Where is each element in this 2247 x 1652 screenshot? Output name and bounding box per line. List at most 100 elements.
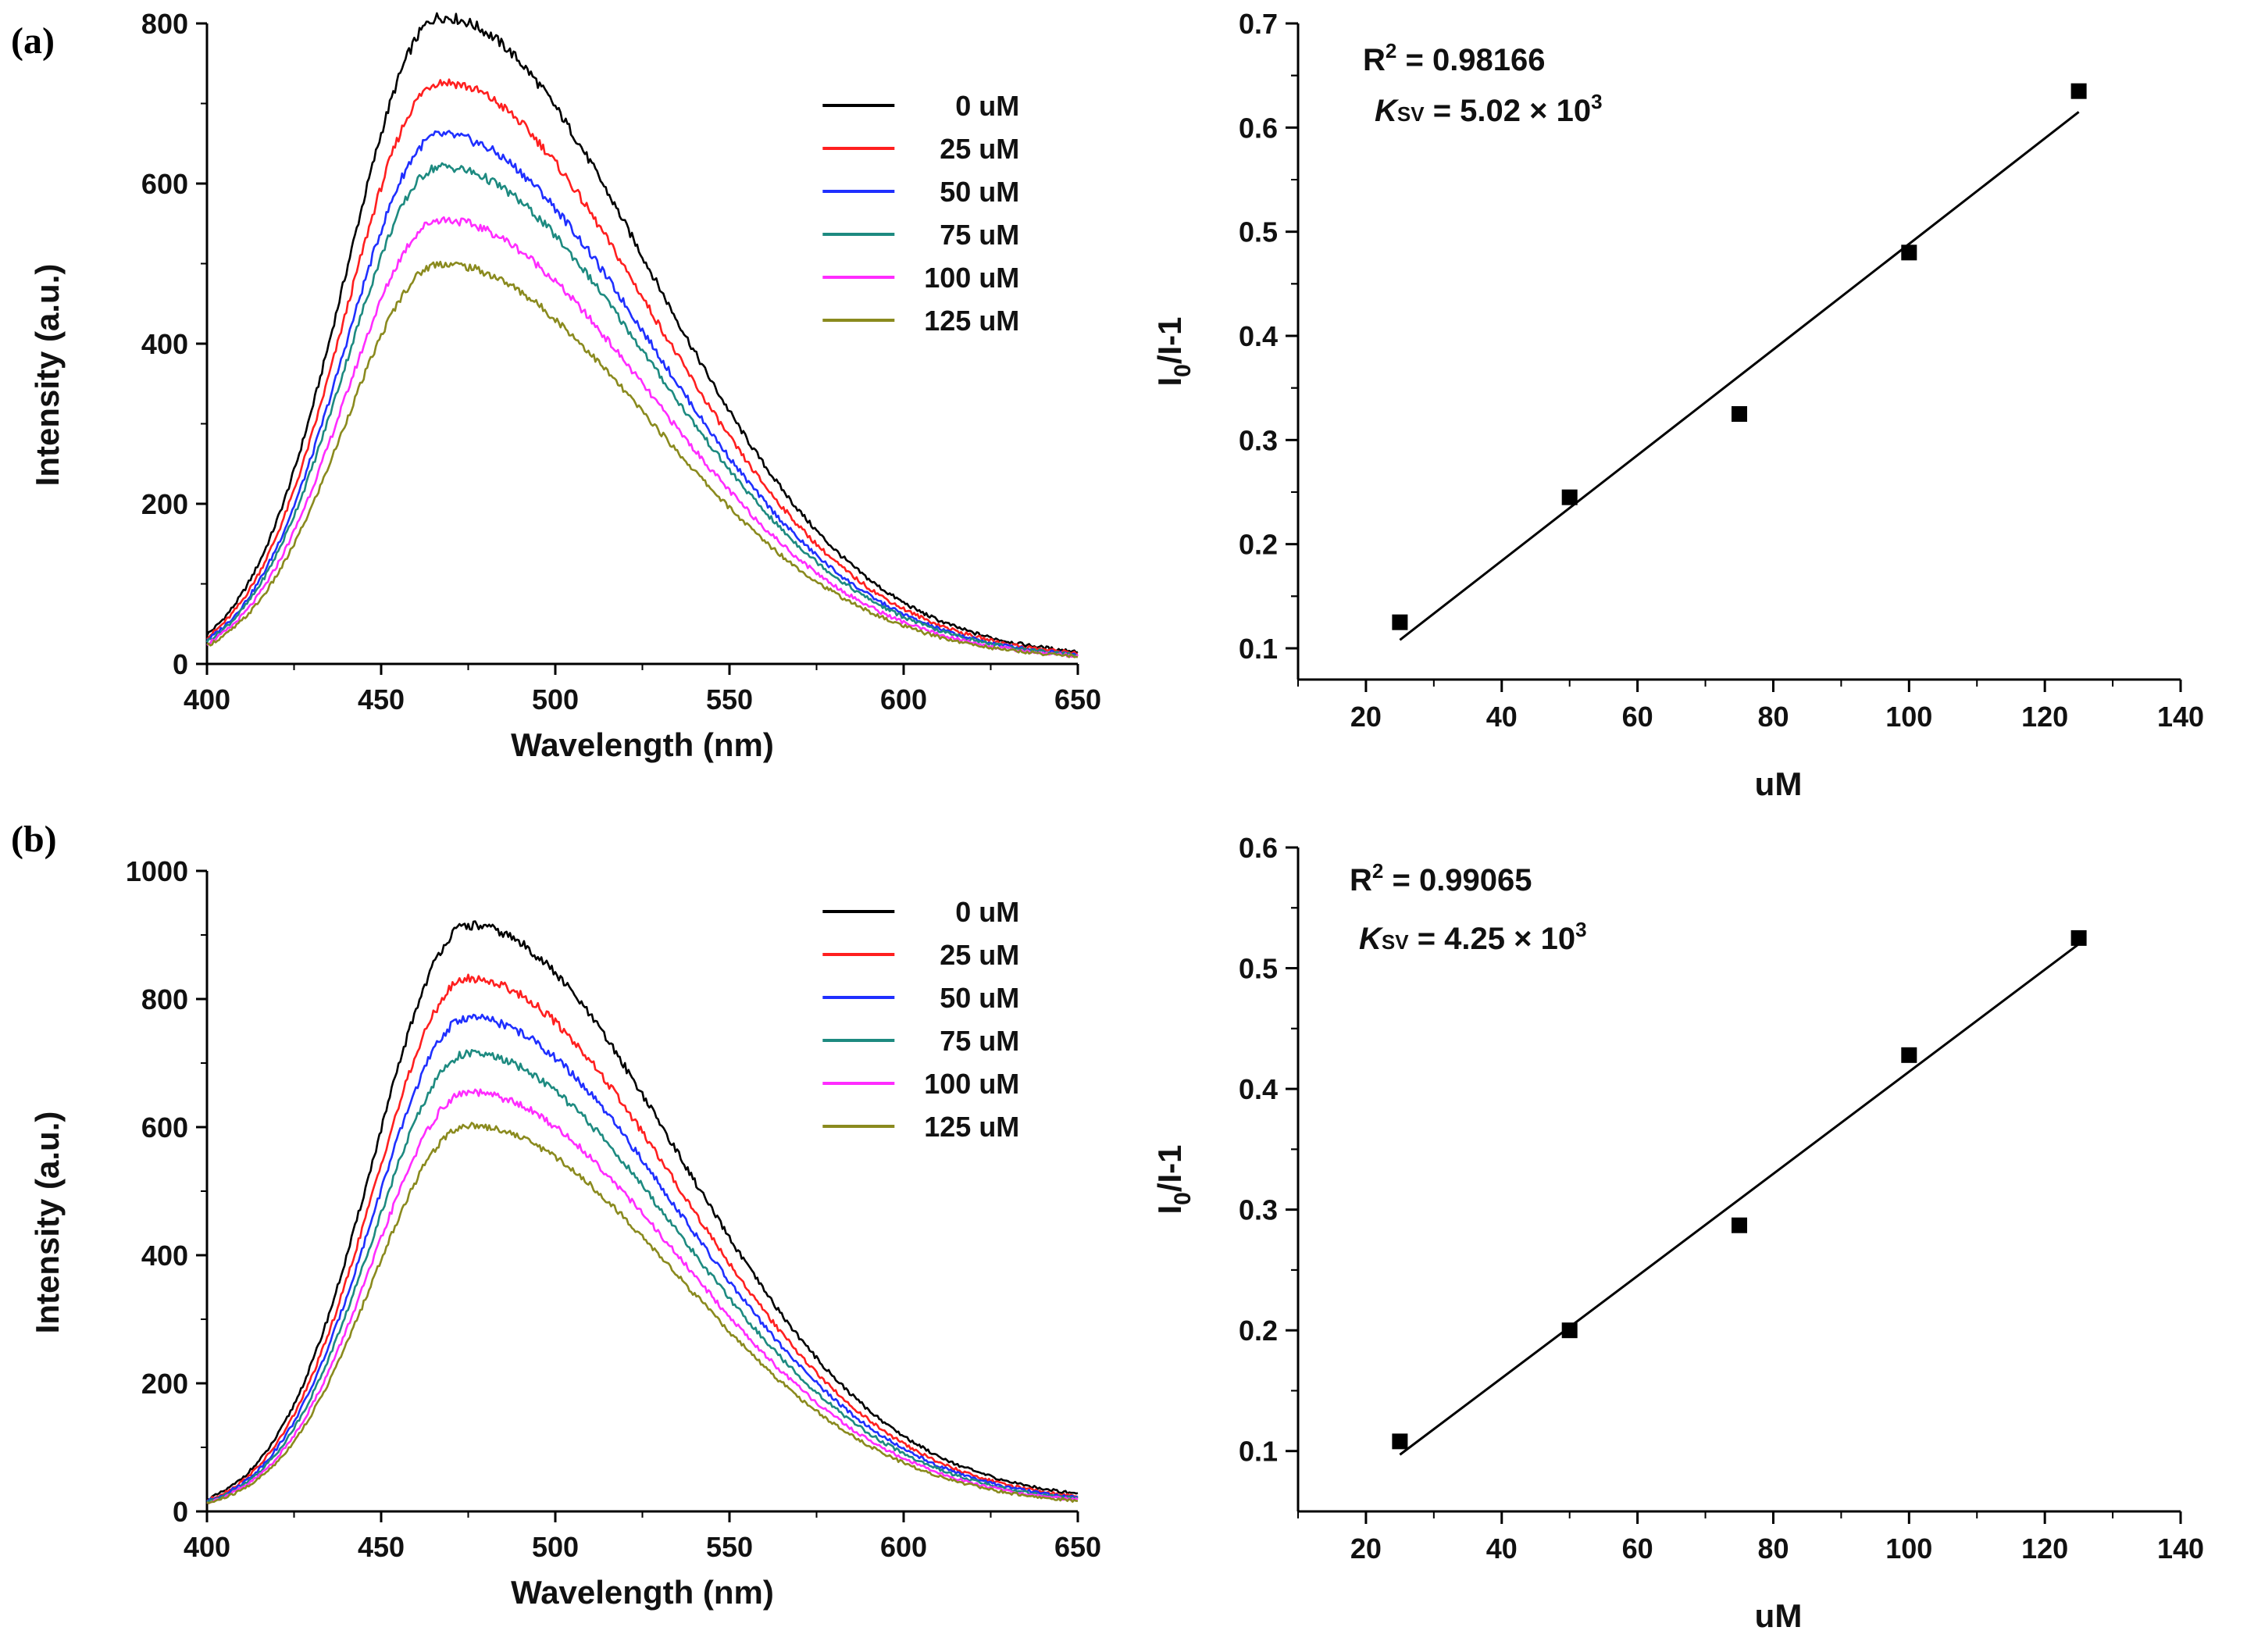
stat-ksv-b: KSV = 4.25 × 103 [1359, 918, 1587, 956]
b-sv-xtick-label: 120 [2021, 1532, 2068, 1565]
b-spectra-legend-label: 125 uM [924, 1111, 1019, 1143]
b-spectra-ytick-label: 1000 [126, 855, 188, 887]
a-sv-x-title: uM [1755, 765, 1803, 802]
b-sv-data-point [1392, 1433, 1408, 1450]
a-spectra-series-25-uM [206, 78, 1079, 655]
a-spectra-xtick-label: 400 [184, 683, 230, 715]
b-sv-xtick-label: 80 [1757, 1532, 1789, 1565]
b-spectra-series-50-uM [206, 1013, 1079, 1503]
b-spectra-xtick-label: 650 [1054, 1531, 1101, 1563]
b-sv-ytick-label: 0.4 [1239, 1073, 1278, 1105]
b-sv-xtick-label: 100 [1885, 1532, 1932, 1565]
a-spectra-xtick-label: 600 [880, 683, 927, 715]
a-sv-xtick-label: 120 [2021, 701, 2068, 733]
stat-r2-b: R2 = 0.99065 [1350, 859, 1532, 897]
b-spectra-xtick-label: 400 [184, 1531, 230, 1563]
a-spectra-x-title: Wavelength (nm) [511, 726, 774, 763]
b-spectra-series-75-uM [206, 1049, 1079, 1504]
b-spectra-xtick-label: 600 [880, 1531, 927, 1563]
b-sv-xtick-label: 20 [1350, 1532, 1382, 1565]
a-spectra-ytick-label: 600 [141, 168, 188, 200]
panel-label-b: (b) [11, 819, 57, 860]
b-sv-ytick-label: 0.1 [1239, 1436, 1278, 1468]
b-spectra-legend-label: 0 uM [955, 896, 1019, 928]
b-spectra-ytick-label: 0 [173, 1496, 188, 1528]
a-spectra-series-125-uM [206, 260, 1079, 658]
plots: 400 450 500 550 600 6500200400600800Wavelengt… [29, 8, 2204, 1634]
panel-label-a: (a) [11, 20, 55, 62]
a-sv-ytick-label: 0.7 [1239, 8, 1278, 40]
b-sv-xtick-label: 40 [1486, 1532, 1518, 1565]
b-spectra-ytick-label: 800 [141, 983, 188, 1015]
b-sv-data-point [2070, 929, 2087, 946]
b-sv-data-point [1732, 1217, 1747, 1233]
b-spectra-ytick-label: 600 [141, 1111, 188, 1144]
a-spectra-xtick-label: 550 [706, 683, 753, 715]
a-sv-y-title: I0/I-1 [1151, 316, 1196, 386]
a-sv-xtick-label: 60 [1622, 701, 1653, 733]
b-spectra-legend-label: 75 uM [940, 1025, 1019, 1057]
b-sv-ytick-label: 0.5 [1239, 953, 1278, 985]
a-spectra-y-title: Intensity (a.u.) [29, 264, 66, 487]
a-sv-ytick-label: 0.4 [1239, 320, 1278, 352]
a-sv-xtick-label: 40 [1486, 701, 1518, 733]
b-sv-fit-line [1399, 943, 2080, 1456]
b-sv-data-point [1561, 1322, 1578, 1339]
a-spectra-series-50-uM [206, 130, 1079, 657]
a-sv-xtick-label: 140 [2157, 701, 2204, 733]
b-spectra-series-100-uM [206, 1088, 1079, 1504]
stat-r2-a: R2 = 0.98166 [1363, 39, 1546, 77]
b-sv-x-title: uM [1755, 1597, 1803, 1634]
b-sv-ytick-label: 0.3 [1239, 1194, 1278, 1226]
a-spectra-ytick-label: 200 [141, 488, 188, 520]
a-spectra-ytick-label: 800 [141, 8, 188, 40]
a-spectra-ytick-label: 400 [141, 328, 188, 360]
a-sv-ytick-label: 0.3 [1239, 424, 1278, 456]
b-spectra-ytick-label: 200 [141, 1368, 188, 1400]
a-spectra-legend-label: 25 uM [940, 133, 1019, 165]
a-sv-xtick-label: 20 [1350, 701, 1382, 733]
a-sv-ytick-label: 0.1 [1239, 633, 1278, 665]
b-spectra-y-title: Intensity (a.u.) [29, 1111, 66, 1334]
b-spectra-legend-label: 100 uM [924, 1068, 1019, 1100]
a-spectra-legend-label: 50 uM [940, 176, 1019, 208]
b-spectra-ytick-label: 400 [141, 1240, 188, 1272]
b-spectra-series-125-uM [206, 1122, 1079, 1504]
b-sv-ytick-label: 0.2 [1239, 1315, 1278, 1347]
b-spectra-x-title: Wavelength (nm) [511, 1574, 774, 1611]
a-spectra-xtick-label: 650 [1054, 683, 1101, 715]
b-spectra-legend-label: 25 uM [940, 939, 1019, 971]
a-spectra-legend-label: 125 uM [924, 305, 1019, 337]
b-spectra-xtick-label: 450 [358, 1531, 405, 1563]
a-spectra-xtick-label: 450 [358, 683, 405, 715]
a-spectra-legend-label: 100 uM [924, 262, 1019, 294]
b-sv-xtick-label: 140 [2157, 1532, 2204, 1565]
b-spectra-xtick-label: 500 [532, 1531, 579, 1563]
a-sv-data-point [1392, 614, 1408, 630]
stat-ksv-a: KSV = 5.02 × 103 [1375, 90, 1603, 128]
a-spectra-series-0-uM [205, 12, 1079, 654]
a-sv-data-point [2070, 83, 2087, 99]
a-spectra-ytick-label: 0 [173, 648, 188, 680]
b-spectra-series-0-uM [206, 920, 1079, 1501]
b-sv-data-point [1901, 1047, 1917, 1063]
b-spectra-xtick-label: 550 [706, 1531, 753, 1563]
a-sv-xtick-label: 100 [1885, 701, 1932, 733]
b-spectra-series-25-uM [206, 973, 1079, 1502]
a-sv-xtick-label: 80 [1757, 701, 1789, 733]
a-sv-data-point [1732, 406, 1747, 422]
b-spectra-legend-label: 50 uM [940, 982, 1019, 1014]
a-sv-data-point [1561, 489, 1578, 505]
a-spectra-series-100-uM [206, 216, 1079, 658]
a-spectra-legend-label: 0 uM [955, 90, 1019, 122]
a-sv-ytick-label: 0.6 [1239, 112, 1278, 144]
a-sv-data-point [1901, 244, 1917, 261]
b-sv-y-title: I0/I-1 [1151, 1144, 1196, 1214]
b-sv-xtick-label: 60 [1622, 1532, 1653, 1565]
a-sv-fit-line [1399, 111, 2080, 641]
b-sv-ytick-label: 0.6 [1239, 832, 1278, 864]
a-sv-ytick-label: 0.5 [1239, 216, 1278, 248]
a-sv-ytick-label: 0.2 [1239, 529, 1278, 561]
a-spectra-xtick-label: 500 [532, 683, 579, 715]
